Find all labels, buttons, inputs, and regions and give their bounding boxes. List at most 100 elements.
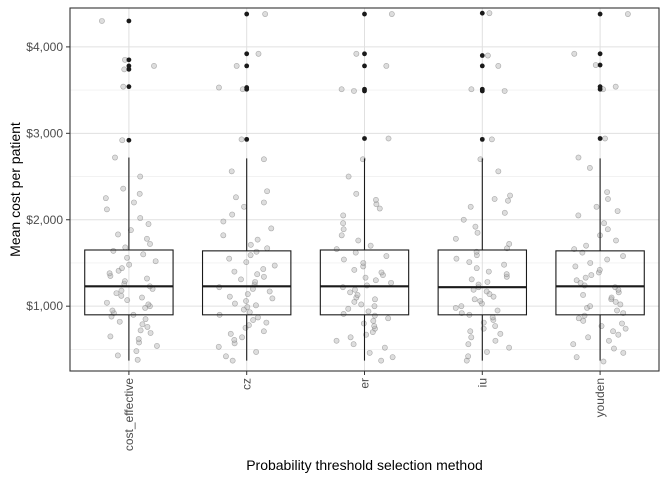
outlier-point [126,18,132,24]
jitter-point [261,273,267,280]
outlier-point [126,57,132,63]
jitter-point [128,227,134,234]
jitter-point [154,343,160,349]
jitter-point [244,291,251,297]
jitter-point [491,196,498,202]
jitter-point [460,216,467,223]
jitter-point [238,136,245,143]
jitter-point [142,316,149,323]
jitter-point [497,330,504,337]
jitter-point [352,286,358,293]
jitter-point [238,276,244,283]
jitter-point [231,268,238,275]
jitter-point [484,279,491,285]
jitter-point [227,330,234,337]
jitter-point [133,348,140,355]
jitter-point [137,215,144,221]
jitter-point [115,231,121,238]
jitter-point [606,337,612,344]
jitter-point [134,356,141,363]
jitter-point [622,325,629,332]
jitter-point [124,254,130,261]
jitter-point [452,305,459,311]
jitter-point [371,303,378,310]
jitter-point [602,135,608,142]
jitter-point [570,341,577,348]
axes: $1,000 $2,000 $3,000 $4,000 cost_effective cz… [26,40,607,451]
jitter-point [501,88,508,94]
jitter-point [378,357,385,364]
jitter-point [247,252,254,259]
jitter-point [151,63,157,69]
jitter-point [581,312,588,319]
outlier-point [362,11,367,17]
jitter-point [116,318,123,325]
jitter-point [366,349,373,356]
jitter-point [472,223,479,230]
jitter-point [244,304,251,310]
jitter-point [226,293,233,300]
outlier-point [244,51,250,57]
jitter-point [453,255,460,262]
outlier-point [597,11,603,17]
jitter-point [580,292,586,298]
jitter-point [483,288,490,295]
jitter-point [583,242,589,249]
jitter-point [137,327,144,334]
jitter-point [388,279,394,286]
jitter-point [468,334,475,341]
jitter-point [608,294,615,301]
jitter-point [145,221,152,227]
box-iqr [319,249,410,316]
jitter-point [266,288,273,295]
jitter-point [271,262,278,269]
jitter-point [220,218,227,225]
jitter-point [340,212,347,219]
jitter-point [263,319,270,326]
outlier-point [597,62,603,68]
jitter-point [573,354,580,361]
jitter-point [333,337,340,344]
outlier-point [597,136,603,141]
jitter-point [503,271,510,278]
jitter-point [147,330,154,336]
outlier-point [126,137,132,143]
jitter-point [505,197,511,204]
jitter-point [506,241,513,247]
jitter-point [104,206,110,213]
jitter-point [333,246,340,253]
jitter-point [260,328,267,335]
jitter-point [458,303,465,310]
jitter-point [492,323,499,329]
jitter-point [247,241,254,248]
jitter-point [113,290,120,297]
jitter-point [229,357,236,364]
jitter-point [109,307,116,314]
jitter-point [104,299,110,306]
jitter-point [474,229,481,236]
jitter-point [253,349,260,355]
outlier-point [362,63,367,69]
jitter-point [228,168,235,175]
jitter-point [358,301,365,308]
box-iqr [555,250,645,316]
jitter-point [121,278,128,285]
jitter-point [264,245,271,252]
jitter-point [372,277,379,284]
jitter-point [614,208,621,215]
jitter-point [118,292,125,299]
jitter-point [354,292,361,298]
jitter-point [102,195,109,202]
outlier-point [597,84,603,90]
jitter-point [345,173,352,180]
jitter-point [620,349,627,356]
jitter-point [490,293,497,300]
jitter-point [220,232,227,239]
jitter-point [613,237,619,244]
jitter-point [261,199,267,206]
jitter-point [269,295,276,302]
jitter-point [232,300,238,307]
jitter-point [99,18,105,24]
